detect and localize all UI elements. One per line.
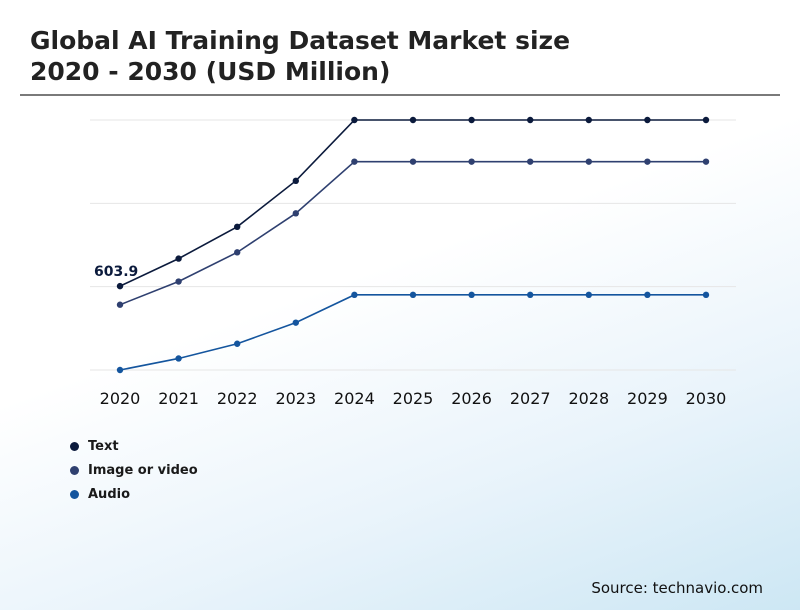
x-tick-label: 2030	[686, 389, 727, 408]
data-point-image-or-video	[292, 210, 299, 217]
legend-label-audio: Audio	[88, 486, 131, 502]
data-point-audio	[527, 291, 534, 299]
x-tick-label: 2021	[158, 389, 199, 408]
data-point-audio	[702, 291, 710, 299]
data-point-text	[644, 116, 651, 124]
data-point-image-or-video	[234, 249, 241, 256]
data-point-audio	[175, 355, 182, 362]
data-point-text	[116, 282, 124, 290]
x-tick-label: 2026	[451, 389, 492, 408]
legend-marker-text	[70, 441, 79, 451]
legend-label-image-or-video: Image or video	[88, 462, 198, 478]
x-tick-label: 2027	[510, 389, 551, 408]
data-point-image-or-video	[702, 158, 710, 165]
x-tick-label: 2028	[568, 389, 609, 408]
data-point-text	[234, 223, 241, 231]
data-point-image-or-video	[468, 158, 475, 165]
chart-title: Global AI Training Dataset Market size 2…	[30, 25, 570, 87]
legend-label-text: Text	[88, 438, 119, 454]
data-point-image-or-video	[585, 158, 592, 165]
x-tick-label: 2023	[275, 389, 316, 408]
data-point-text	[585, 116, 592, 124]
data-point-audio	[644, 291, 651, 299]
series-line-image-or-video	[119, 160, 706, 306]
data-point-audio	[468, 291, 475, 299]
data-point-image-or-video	[351, 158, 358, 165]
data-point-audio	[292, 319, 299, 326]
x-tick-label: 2024	[334, 389, 375, 408]
data-point-image-or-video	[527, 158, 534, 165]
x-tick-label: 2020	[100, 389, 141, 408]
data-label: 603.9	[94, 264, 138, 280]
data-point-text	[702, 116, 710, 124]
data-point-text	[468, 116, 475, 124]
x-tick-label: 2025	[393, 389, 434, 408]
title-divider	[20, 94, 780, 96]
data-point-text	[527, 116, 534, 124]
data-point-text	[175, 255, 182, 262]
chart-title-line-1: Global AI Training Dataset Market size	[30, 26, 571, 55]
x-tick-label: 2029	[627, 389, 668, 408]
chart-title-line-2: 2020 - 2030 (USD Million)	[30, 57, 391, 86]
data-point-image-or-video	[175, 278, 182, 285]
data-point-audio	[409, 291, 417, 299]
data-point-audio	[585, 291, 592, 299]
data-point-audio	[234, 340, 241, 347]
data-point-audio	[116, 366, 124, 374]
line-chart: 603.9 2020 2021 2022 2023 2024 2025 2026 2027 202…	[90, 116, 736, 408]
x-tick-label: 2022	[217, 389, 258, 408]
data-point-image-or-video	[644, 158, 651, 165]
legend-item-image-or-video: Image or video	[70, 458, 198, 482]
source-credit: Source: technavio.com	[591, 579, 763, 597]
data-point-image-or-video	[116, 301, 124, 308]
series-line-audio	[119, 294, 706, 371]
data-point-text	[409, 116, 417, 124]
legend-item-audio: Audio	[70, 482, 198, 506]
data-point-audio	[351, 291, 358, 299]
legend-marker-image-or-video	[70, 465, 79, 475]
legend-marker-audio	[70, 489, 79, 499]
data-point-text	[351, 116, 358, 124]
data-point-text	[292, 177, 299, 185]
legend-item-text: Text	[70, 434, 198, 458]
chart-legend: Text Image or video Audio	[70, 434, 198, 506]
data-point-image-or-video	[409, 158, 417, 165]
